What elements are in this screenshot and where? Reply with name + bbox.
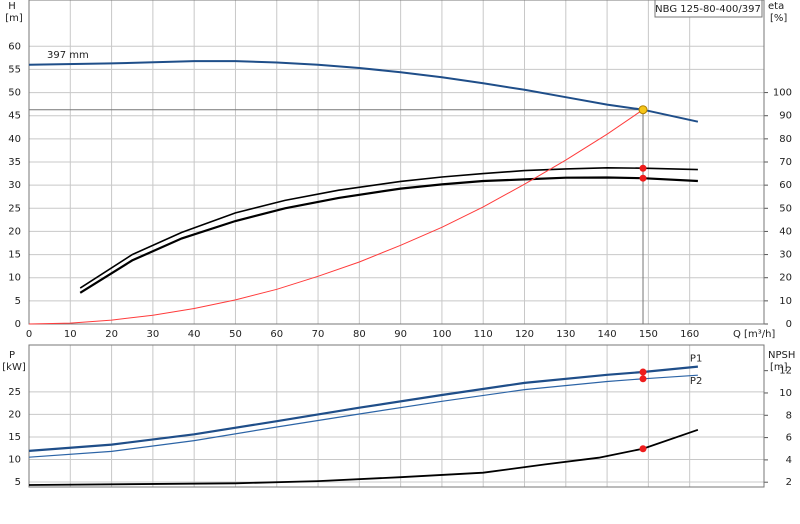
y2-tick-label: 10 <box>779 388 792 399</box>
y-tick-label: 40 <box>8 134 21 145</box>
curve-point <box>639 375 647 383</box>
y2-tick-label: 70 <box>779 157 792 168</box>
curve-point <box>639 164 647 172</box>
y-tick-label: 15 <box>8 250 21 261</box>
y-tick-label: 45 <box>8 111 21 122</box>
y2-tick-label: 4 <box>786 455 792 466</box>
y2-axis-unit: [m] <box>770 362 788 373</box>
x-axis-label: Q [m³/h] <box>733 329 775 340</box>
x-tick-label: 90 <box>394 329 407 340</box>
x-tick-label: 110 <box>474 329 493 340</box>
y2-tick-label: 0 <box>786 319 792 330</box>
y2-tick-label: 60 <box>779 180 792 191</box>
curve <box>28 374 698 458</box>
y-tick-label: 35 <box>8 157 21 168</box>
y2-tick-label: 8 <box>786 410 792 421</box>
y2-axis-unit: [%] <box>770 13 787 24</box>
y-axis-unit: [kW] <box>2 362 26 373</box>
y-tick-label: 10 <box>8 455 21 466</box>
y-axis-unit: [m] <box>5 13 23 24</box>
curve-point <box>639 445 647 453</box>
y2-tick-label: 12 <box>779 366 792 377</box>
curve <box>79 176 698 294</box>
x-tick-label: 140 <box>598 329 617 340</box>
curve <box>28 60 699 123</box>
y2-tick-label: 2 <box>786 477 792 488</box>
y2-axis-label: eta <box>768 1 784 12</box>
y-tick-label: 30 <box>8 180 21 191</box>
y2-tick-label: 6 <box>786 433 792 444</box>
chart-title: NBG 125-80-400/397 <box>655 4 761 15</box>
y-tick-label: 60 <box>8 41 21 52</box>
y-tick-label: 5 <box>15 296 21 307</box>
y2-tick-label: 10 <box>779 296 792 307</box>
y-axis-label: H <box>8 1 16 12</box>
duty-point <box>638 105 648 115</box>
x-tick-label: 60 <box>270 329 283 340</box>
curve <box>28 428 699 486</box>
curve-label: P1 <box>690 354 702 365</box>
x-tick-label: 80 <box>353 329 366 340</box>
plot-frame <box>28 0 765 325</box>
curve <box>28 109 644 325</box>
title-box <box>654 0 763 18</box>
y2-tick-label: 90 <box>779 111 792 122</box>
x-tick-label: 20 <box>105 329 118 340</box>
y-tick-label: 55 <box>8 64 21 75</box>
x-tick-label: 130 <box>556 329 575 340</box>
y-tick-label: 10 <box>8 273 21 284</box>
y2-tick-label: 30 <box>779 250 792 261</box>
x-tick-label: 10 <box>64 329 77 340</box>
curve-label: 397 mm <box>47 50 89 61</box>
y-axis-label: P <box>9 350 15 361</box>
y-tick-label: 5 <box>15 477 21 488</box>
curve-point <box>639 174 647 182</box>
x-tick-label: 70 <box>312 329 325 340</box>
x-tick-label: 100 <box>432 329 451 340</box>
x-tick-label: 30 <box>147 329 160 340</box>
y-tick-label: 0 <box>15 319 21 330</box>
curve <box>79 166 698 289</box>
y-tick-label: 15 <box>8 432 21 443</box>
curve-point <box>639 368 647 376</box>
y2-tick-label: 20 <box>779 273 792 284</box>
y2-tick-label: 100 <box>773 88 792 99</box>
y-tick-label: 20 <box>8 409 21 420</box>
x-tick-label: 160 <box>680 329 699 340</box>
x-tick-label: 50 <box>229 329 242 340</box>
curve-label: P2 <box>690 376 702 387</box>
x-tick-label: 0 <box>26 329 32 340</box>
plot-frame <box>28 344 765 488</box>
y-tick-label: 25 <box>8 387 21 398</box>
y-tick-label: 25 <box>8 203 21 214</box>
y2-tick-label: 80 <box>779 134 792 145</box>
x-tick-label: 120 <box>515 329 534 340</box>
y-tick-label: 50 <box>8 88 21 99</box>
x-tick-label: 150 <box>639 329 658 340</box>
y-tick-label: 20 <box>8 226 21 237</box>
y2-axis-label: NPSH <box>768 350 795 361</box>
curve <box>28 365 699 452</box>
y2-tick-label: 50 <box>779 203 792 214</box>
x-tick-label: 40 <box>188 329 201 340</box>
y2-tick-label: 40 <box>779 226 792 237</box>
